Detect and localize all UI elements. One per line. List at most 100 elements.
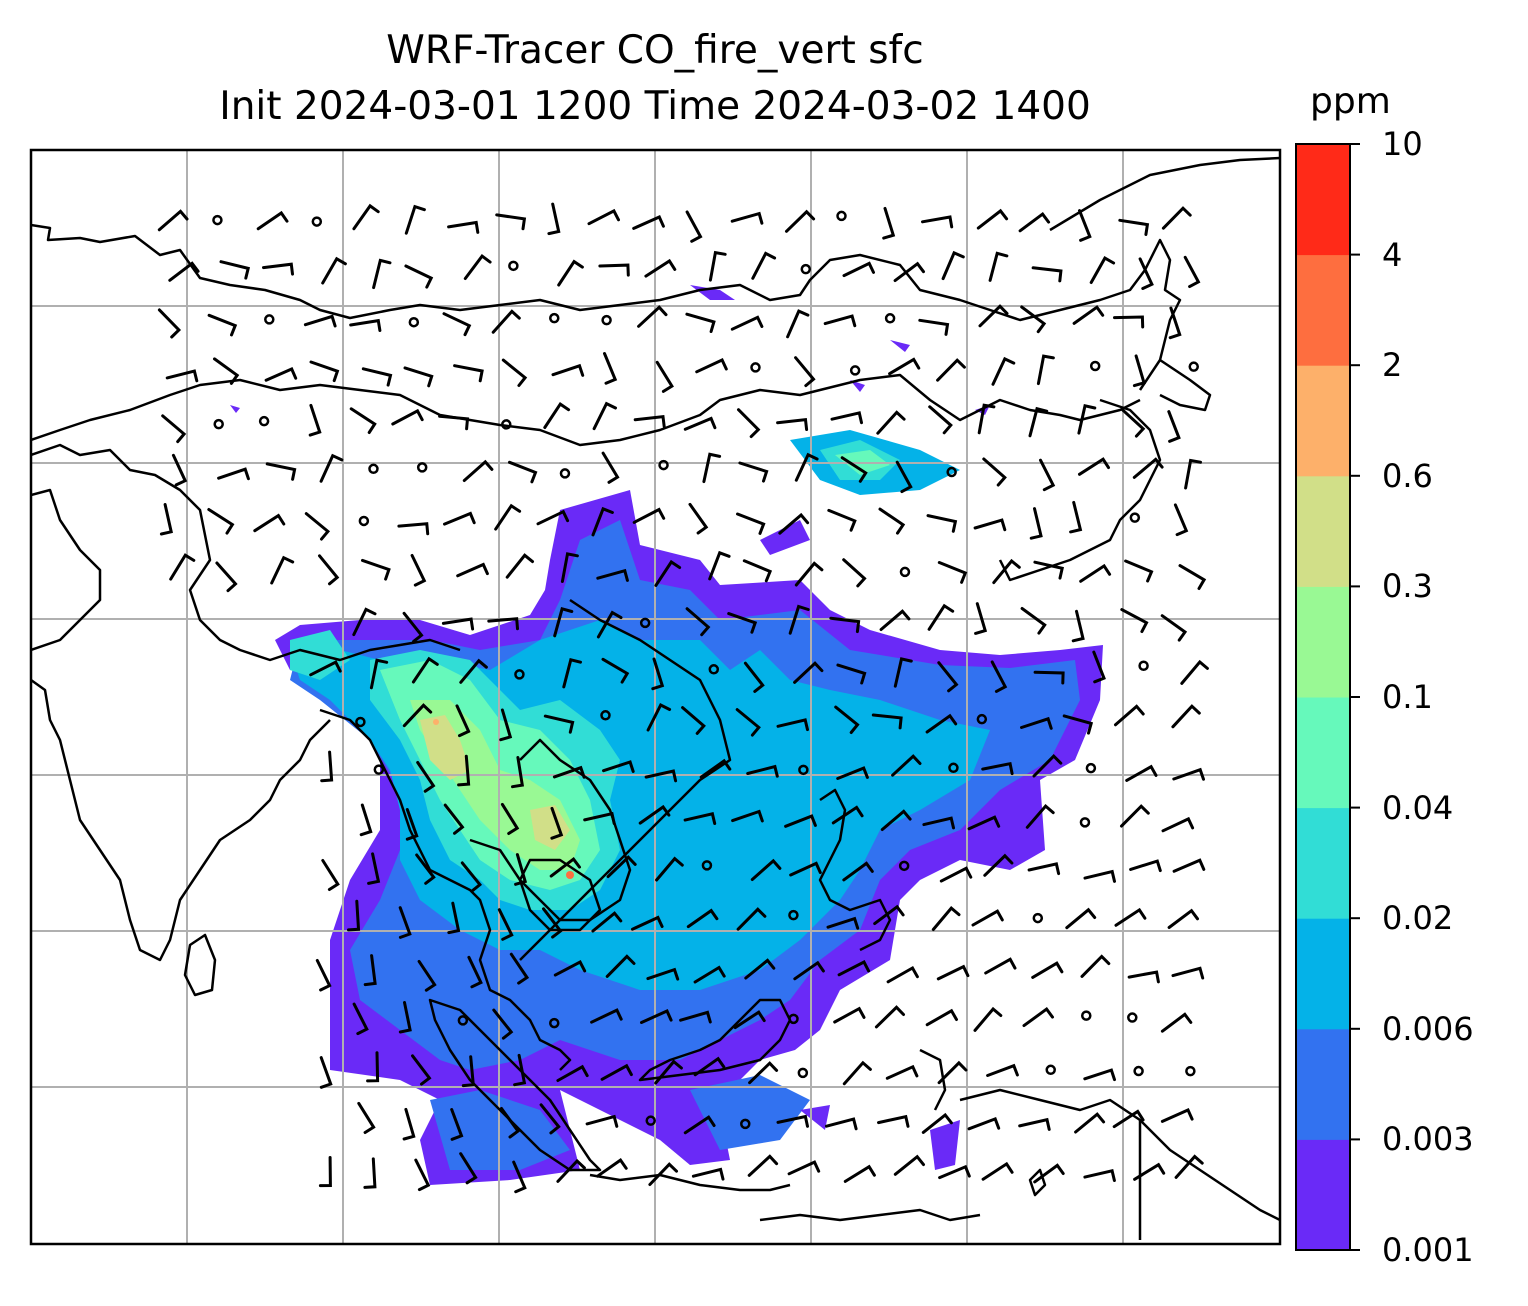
wind-barb	[842, 861, 874, 882]
wind-barb	[685, 210, 703, 243]
calm-wind-marker	[549, 1017, 560, 1029]
wind-barb	[876, 410, 906, 435]
wind-barb	[398, 906, 412, 939]
wind-barb	[308, 403, 322, 437]
wind-barb	[497, 908, 514, 941]
wind-barb	[742, 559, 773, 583]
wind-barb	[404, 264, 434, 289]
wind-barb	[786, 309, 810, 339]
wind-barb	[1129, 859, 1162, 873]
wind-barb	[837, 959, 871, 977]
wind-barb	[1033, 560, 1064, 580]
wind-barb	[1160, 1108, 1194, 1123]
wind-barb	[264, 367, 298, 382]
calm-wind-marker	[1138, 660, 1149, 671]
wind-barb	[877, 1114, 910, 1128]
wind-barb	[1133, 1162, 1166, 1181]
wind-barb	[513, 1053, 527, 1087]
wind-barb	[981, 1161, 1014, 1181]
wind-barb	[1132, 457, 1164, 479]
wind-barb	[402, 1107, 416, 1141]
wind-barb	[1062, 714, 1094, 735]
wind-barb	[357, 1101, 376, 1134]
wind-barb	[1172, 767, 1205, 781]
colorbar-tick-label: 2	[1382, 346, 1403, 385]
wind-barb	[168, 261, 200, 282]
wind-barb	[461, 1055, 475, 1088]
wind-barb	[1160, 614, 1188, 642]
colorbar-segment	[1296, 254, 1350, 366]
wind-barb	[1077, 404, 1097, 435]
colorbar-segment	[1296, 1139, 1350, 1251]
wind-barb	[492, 1008, 514, 1040]
calm-wind-marker	[368, 463, 379, 475]
wind-barb	[648, 1162, 678, 1186]
wind-barb	[823, 314, 857, 328]
wind-barb	[391, 408, 424, 426]
wind-barb	[553, 606, 574, 638]
coastlines	[31, 156, 1280, 1240]
wind-barb	[372, 258, 392, 290]
wind-barb	[784, 814, 817, 828]
calm-wind-marker	[639, 617, 651, 629]
wind-barb	[404, 204, 426, 235]
wind-barb	[363, 954, 377, 987]
colorbar-segment	[1296, 807, 1350, 919]
colorbar-segment	[1296, 918, 1350, 1030]
wind-barb	[453, 364, 484, 383]
colorbar-tick-label: 0.02	[1382, 899, 1454, 938]
wind-barb	[695, 358, 728, 374]
wind-barb	[557, 259, 584, 287]
wind-barb	[836, 663, 867, 685]
wind-barb	[655, 360, 674, 393]
wind-barb	[460, 861, 483, 893]
wind-barb	[733, 1010, 766, 1030]
wind-barb	[1020, 716, 1053, 730]
wind-barb	[494, 503, 522, 531]
wind-barb	[402, 703, 433, 728]
wind-barb	[159, 503, 173, 536]
wind-barb	[361, 558, 391, 581]
wind-barb	[893, 1154, 925, 1176]
wind-barb	[1114, 704, 1145, 727]
wind-barb	[738, 461, 769, 483]
wind-barb	[605, 954, 636, 978]
wind-barb	[551, 363, 585, 377]
wind-barb	[1127, 970, 1160, 984]
calm-wind-marker	[601, 314, 612, 326]
wind-barb	[937, 561, 968, 584]
wind-barb	[487, 617, 519, 631]
calm-wind-marker	[1079, 817, 1091, 828]
wind-barb	[937, 1060, 968, 1085]
wind-barb	[441, 617, 475, 631]
wind-barb	[509, 952, 530, 985]
wind-barb	[939, 866, 973, 883]
wind-barb	[793, 661, 824, 684]
wind-barb	[788, 604, 810, 635]
wind-barb	[603, 352, 618, 385]
wind-barb	[646, 967, 680, 981]
wind-barb	[1112, 1109, 1145, 1129]
wind-barb	[501, 358, 528, 387]
wind-barb	[363, 1157, 377, 1189]
wind-barb	[827, 508, 857, 532]
wind-barb	[157, 308, 182, 339]
wind-barb	[1168, 306, 1182, 340]
wind-barb	[590, 1008, 623, 1024]
wind-barb	[1180, 659, 1209, 685]
wind-barb	[1074, 1112, 1106, 1134]
wind-barb	[315, 959, 332, 992]
wind-barb	[398, 1001, 412, 1034]
wind-barb	[873, 904, 905, 926]
wind-barb	[543, 402, 571, 429]
wind-barb	[1069, 500, 1083, 534]
wind-barb	[443, 511, 476, 526]
wind-barb	[600, 1063, 633, 1081]
wind-barb	[776, 1114, 809, 1128]
wind-barb	[256, 210, 289, 231]
wind-barb	[549, 856, 581, 878]
calm-wind-marker	[849, 365, 861, 376]
calm-wind-marker	[658, 459, 669, 471]
tracer-hotspot	[566, 871, 574, 879]
calm-wind-marker	[416, 462, 428, 473]
